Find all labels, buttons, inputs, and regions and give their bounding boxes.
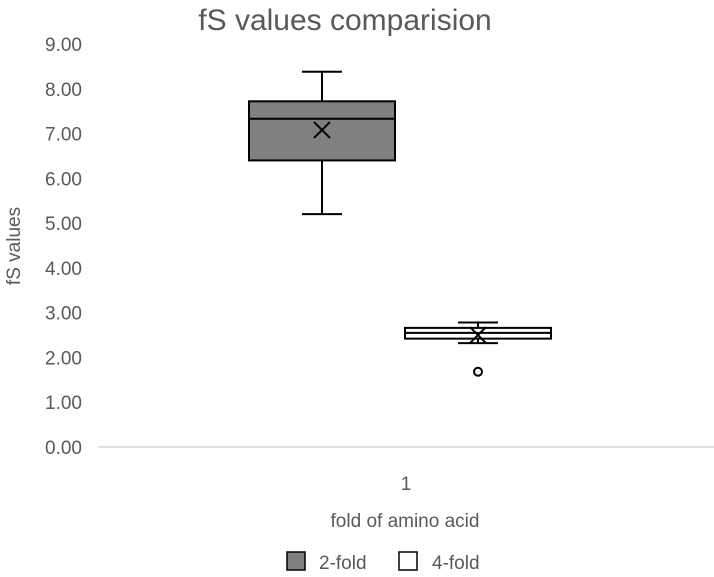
y-tick-label: 6.00 [45, 169, 82, 190]
y-tick-label: 3.00 [45, 304, 82, 325]
y-tick-label: 1.00 [45, 393, 82, 414]
y-tick-label: 5.00 [45, 214, 82, 235]
mean-marker-b [313, 121, 331, 139]
y-tick-label: 9.00 [45, 35, 82, 56]
box-2-fold [248, 70, 396, 216]
legend-swatch [398, 551, 418, 571]
legend-swatch [286, 551, 306, 571]
y-axis-title: fS values [4, 207, 25, 285]
legend-label: 4-fold [432, 553, 480, 574]
y-tick-label: 2.00 [45, 348, 82, 369]
y-tick-label: 0.00 [45, 438, 82, 459]
y-tick-label: 8.00 [45, 80, 82, 101]
box-series-group [248, 70, 552, 377]
legend: 2-fold 4-fold [286, 551, 480, 574]
legend-label: 2-fold [319, 553, 367, 574]
y-tick-label: 7.00 [45, 125, 82, 146]
box-4-fold [404, 321, 552, 377]
y-tick-label: 4.00 [45, 259, 82, 280]
x-axis-title: fold of amino acid [331, 511, 480, 532]
outlier-point [473, 366, 483, 377]
mean-marker-b [469, 326, 487, 344]
chart-title: fS values comparision [198, 4, 491, 37]
x-tick-label: 1 [401, 474, 412, 495]
y-axis-tick-labels: 0.00 1.00 2.00 3.00 4.00 5.00 6.00 7.00 8.00 9.00 [45, 35, 82, 459]
x-axis-tick-labels: 1 [401, 474, 412, 495]
